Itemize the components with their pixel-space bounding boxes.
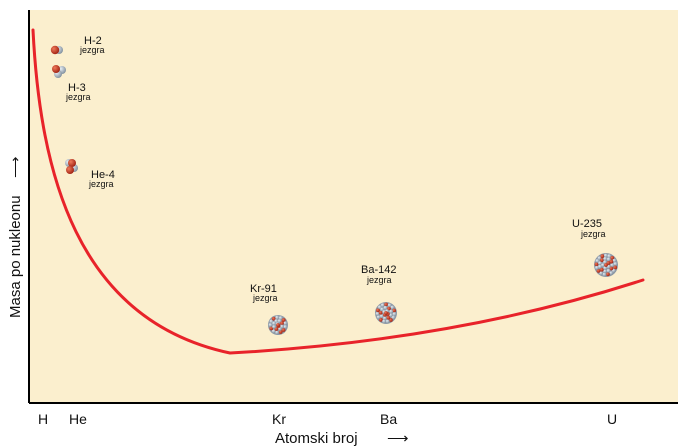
tritium-nucleus-icon: [52, 65, 66, 78]
label-he4-sub: jezgra: [88, 179, 114, 189]
uranium-nucleus-icon: [594, 253, 618, 277]
label-u235-name: U-235: [572, 218, 602, 230]
deuterium-nucleus-icon: [50, 45, 63, 55]
label-ba142-sub: jezgra: [366, 275, 392, 285]
y-axis-title: Masa po nukleonu: [7, 195, 24, 318]
label-kr91-name: Kr-91: [250, 283, 277, 295]
label-kr91-sub: jezgra: [252, 293, 278, 303]
label-h2-sub: jezgra: [79, 45, 105, 55]
plot-background: [29, 10, 678, 403]
barium-nucleus-icon: [375, 302, 397, 324]
x-axis-title: Atomski broj: [275, 430, 358, 447]
x-axis-arrow: ⟶: [387, 430, 409, 447]
label-h3-name: H-3: [68, 82, 86, 94]
x-tick-he: He: [69, 411, 87, 427]
x-tick-h: H: [38, 411, 48, 427]
x-tick-u: U: [607, 411, 617, 427]
label-h3-sub: jezgra: [65, 92, 91, 102]
x-tick-kr: Kr: [272, 411, 286, 427]
mass-per-nucleon-curve: [31, 28, 645, 355]
label-he4-name: He-4: [91, 169, 115, 181]
krypton-nucleus-icon: [268, 315, 288, 335]
label-ba142-name: Ba-142: [361, 264, 396, 276]
label-u235-sub: jezgra: [580, 229, 606, 239]
y-axis-arrow: ⟶: [7, 156, 24, 178]
label-h2-name: H-2: [84, 35, 102, 47]
helium-nucleus-icon: [65, 159, 78, 174]
x-tick-ba: Ba: [380, 411, 397, 427]
